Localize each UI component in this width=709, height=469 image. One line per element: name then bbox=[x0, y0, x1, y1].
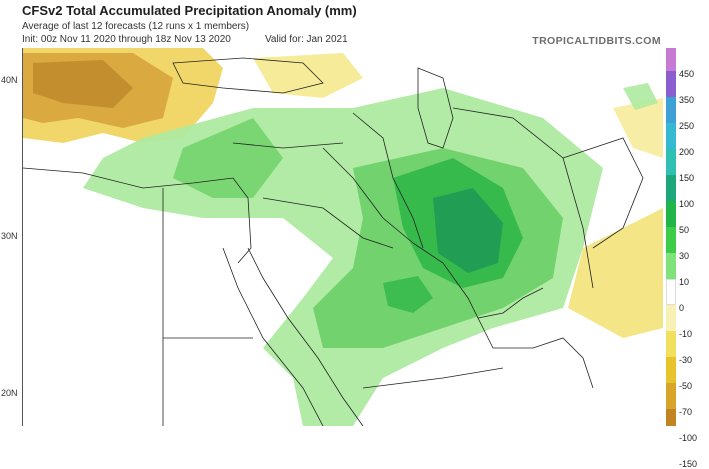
border-saudi bbox=[262, 197, 394, 249]
colorbar-label-10: 10 bbox=[679, 277, 690, 287]
colorbar-swatch-10 bbox=[666, 253, 676, 279]
colorbar-label-0: 0 bbox=[679, 303, 685, 313]
dry-anomaly-northeast bbox=[613, 98, 663, 158]
map-title: CFSv2 Total Accumulated Precipitation An… bbox=[22, 3, 357, 18]
wet-anomaly-arabia bbox=[383, 276, 433, 313]
colorbar-label-200: 200 bbox=[679, 147, 695, 157]
dry-anomaly-east bbox=[568, 208, 663, 338]
dry-anomaly-balkans-deep bbox=[33, 60, 133, 108]
coast-red-sea-west bbox=[222, 247, 324, 426]
border-iraq bbox=[322, 147, 414, 244]
init-time: Init: 00z Nov 11 2020 through 18z Nov 13… bbox=[22, 34, 231, 45]
colorbar-label-350: 350 bbox=[679, 95, 695, 105]
colorbar-label-neg10: -10 bbox=[679, 329, 693, 339]
lat-label-20n: 20N bbox=[1, 388, 18, 398]
dry-anomaly-north bbox=[253, 53, 363, 98]
coast-mediterranean bbox=[23, 167, 252, 264]
anomaly-shading bbox=[23, 48, 663, 426]
coast-red-sea-east bbox=[247, 247, 364, 426]
map-subtitle: Average of last 12 forecasts (12 runs x … bbox=[22, 21, 250, 32]
colorbar-label-neg50: -50 bbox=[679, 381, 693, 391]
colorbar-swatch-250 bbox=[666, 97, 676, 123]
colorbar-swatch-200 bbox=[666, 123, 676, 149]
lat-label-40n: 40N bbox=[1, 75, 18, 85]
colorbar-swatch-30 bbox=[666, 227, 676, 253]
colorbar-swatch-150 bbox=[666, 149, 676, 175]
colorbar-label-30: 30 bbox=[679, 251, 690, 261]
colorbar-swatch-neg50 bbox=[666, 357, 676, 383]
colorbar-swatch-neg70 bbox=[666, 383, 676, 409]
colorbar-swatch-50 bbox=[666, 201, 676, 227]
borders bbox=[23, 57, 644, 426]
colorbar-label-150: 150 bbox=[679, 173, 695, 183]
colorbar-swatch-100 bbox=[666, 175, 676, 201]
colorbar-label-100: 100 bbox=[679, 199, 695, 209]
colorbar-label-250: 250 bbox=[679, 121, 695, 131]
wet-anomaly-levant bbox=[173, 118, 283, 198]
colorbar-swatch-neg30 bbox=[666, 331, 676, 357]
coast-caspian bbox=[417, 67, 454, 149]
header: CFSv2 Total Accumulated Precipitation An… bbox=[0, 0, 709, 48]
colorbar-label-neg30: -30 bbox=[679, 355, 693, 365]
border-iran-iraq bbox=[352, 112, 424, 249]
colorbar-swatch-450 bbox=[666, 48, 676, 71]
wet-anomaly-deep-core bbox=[433, 188, 503, 273]
border-yemen-oman bbox=[362, 367, 504, 389]
brand-watermark: TROPICALTIDBITS.COM bbox=[532, 35, 661, 47]
wet-anomaly-east bbox=[623, 83, 658, 110]
coast-arabia-east bbox=[477, 317, 594, 389]
colorbar-label-neg70: -70 bbox=[679, 407, 693, 417]
colorbar: 450 350 250 200 150 100 50 30 10 0 -10 -… bbox=[666, 48, 709, 469]
colorbar-label-neg150: -150 bbox=[679, 459, 698, 469]
colorbar-swatch-neg10 bbox=[666, 305, 676, 331]
colorbar-swatch-350 bbox=[666, 71, 676, 97]
map-area[interactable] bbox=[22, 48, 663, 426]
colorbar-label-neg100: -100 bbox=[679, 433, 698, 443]
colorbar-swatch-neg100 bbox=[666, 409, 676, 426]
colorbar-label-50: 50 bbox=[679, 225, 690, 235]
border-turkey-syria bbox=[232, 142, 344, 149]
colorbar-swatch-0 bbox=[666, 279, 676, 305]
coast-black-sea bbox=[172, 57, 324, 94]
valid-time: Valid for: Jan 2021 bbox=[265, 34, 348, 45]
lat-label-30n: 30N bbox=[1, 231, 18, 241]
border-afghanistan bbox=[562, 137, 644, 249]
colorbar-label-450: 450 bbox=[679, 69, 695, 79]
map-svg bbox=[23, 48, 663, 426]
